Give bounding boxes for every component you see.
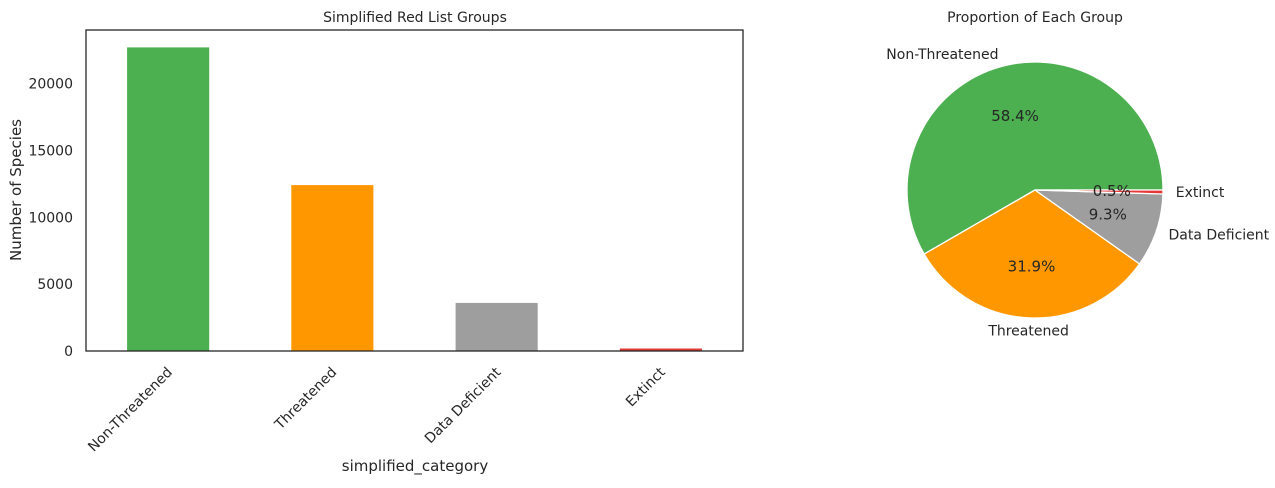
bar-threatened: [291, 185, 374, 351]
bar-data-deficient: [455, 302, 538, 351]
bar-non-threatened: [127, 47, 210, 352]
pie-slice-threatened: [923, 189, 1141, 319]
pie-slice-non-threatened: [906, 61, 1164, 255]
x-tick-label: Threatened: [271, 365, 340, 434]
y-axis-label: Number of Species: [7, 119, 25, 261]
x-axis-ticks: Non-Threatened Threatened Data Deficient Ex…: [85, 364, 669, 455]
pie-labels: 58.4% Non-Threatened 31.9% Threatened 9.3% Da…: [886, 47, 1269, 340]
x-tick-label: Data Deficient: [422, 364, 505, 447]
pie-category-label: Threatened: [987, 324, 1069, 340]
pie-pct-label: 58.4%: [991, 107, 1039, 125]
bar-chart-title: Simplified Red List Groups: [323, 10, 507, 26]
y-axis-ticks: 0 5000 10000 15000 20000: [28, 77, 73, 361]
x-tick-label: Extinct: [623, 364, 669, 410]
pie-slice-extinct: [1034, 189, 1164, 195]
y-tick-label: 0: [64, 344, 73, 360]
pie-category-label: Data Deficient: [1169, 228, 1270, 244]
pie-category-label: Non-Threatened: [886, 47, 998, 63]
bar-extinct: [619, 348, 702, 351]
y-tick-label: 15000: [28, 143, 73, 159]
pie-slices: [906, 61, 1164, 319]
pie-chart-panel: Proportion of Each Group 58.4% Non-Threat…: [886, 10, 1269, 340]
bar-chart-frame: [85, 29, 744, 352]
bar-chart-panel: Simplified Red List Groups 0 5000 10000 150…: [7, 10, 744, 476]
y-tick-label: 20000: [28, 77, 73, 93]
pie-pct-label: 31.9%: [1008, 258, 1056, 276]
y-tick-label: 5000: [37, 277, 73, 293]
pie-chart-title: Proportion of Each Group: [947, 10, 1123, 26]
x-axis-label: simplified_category: [342, 457, 489, 476]
y-tick-label: 10000: [28, 210, 73, 226]
pie-category-label: Extinct: [1176, 185, 1225, 201]
bar-marks: [127, 47, 702, 352]
pie-pct-label: 0.5%: [1093, 182, 1131, 200]
x-tick-label: Non-Threatened: [85, 365, 176, 456]
pie-pct-label: 9.3%: [1089, 205, 1127, 223]
